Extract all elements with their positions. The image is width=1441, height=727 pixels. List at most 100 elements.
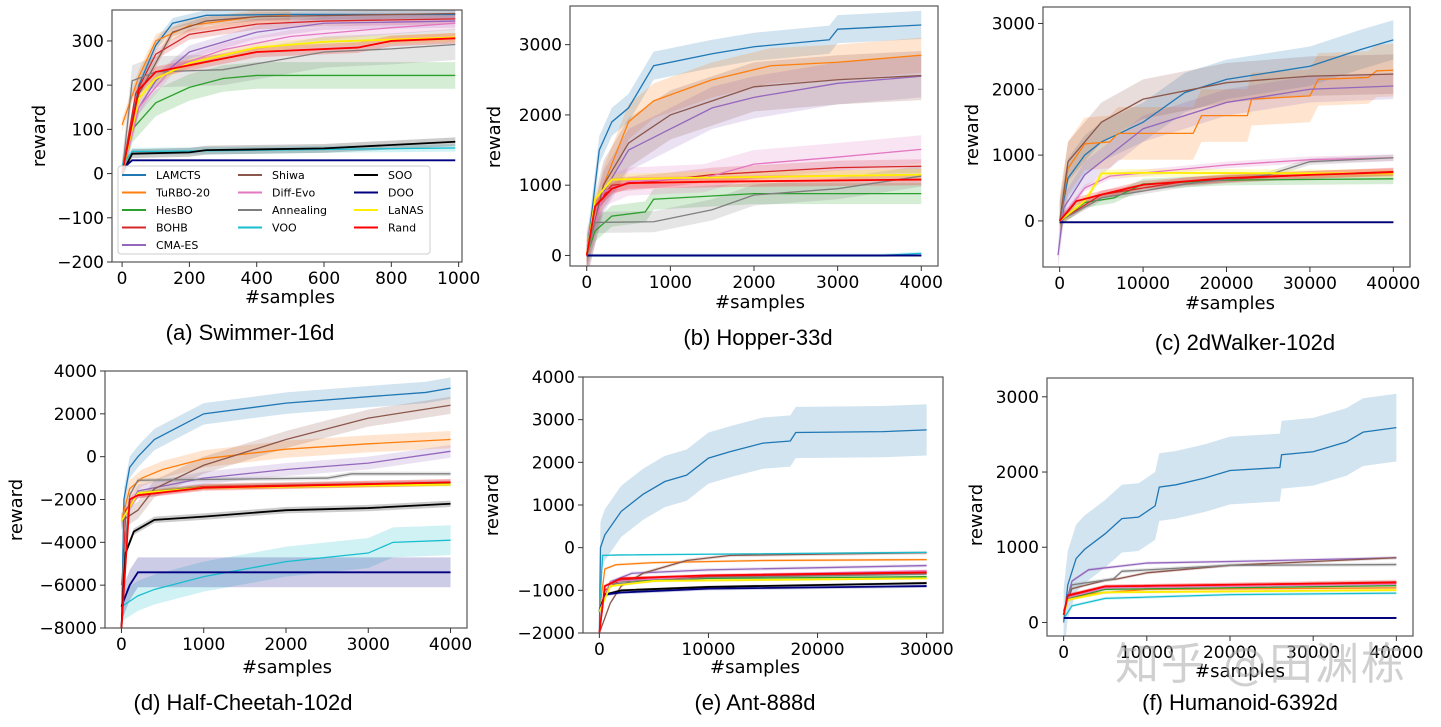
x-tick-label: 3000 [816, 273, 859, 293]
band-diff-evo [1059, 154, 1394, 225]
chart-title: (f) Humanoid-6392d [1142, 690, 1338, 715]
x-tick-label: 20000 [1203, 643, 1257, 663]
panel-walker: 0 10000 20000 30000 40000 0 1000 2000 3000 #sampl… [960, 0, 1441, 355]
x-tick-label: 1000 [437, 269, 480, 289]
series-line-diff-evo [121, 22, 456, 174]
x-tick-label: 10000 [1120, 643, 1174, 663]
y-tick-label: 4000 [532, 368, 575, 388]
series-line-rand [121, 37, 456, 174]
x-tick-label: 400 [240, 269, 272, 289]
series-line-voo [598, 551, 927, 612]
series-line-lanas [120, 483, 451, 522]
series-line-turbo-20 [598, 558, 927, 612]
series-line-lamcts [120, 387, 451, 628]
x-tick-label: 30000 [1283, 274, 1337, 294]
band-shiwa [586, 50, 922, 266]
y-tick-label: −8000 [39, 619, 97, 639]
band-lamcts [1063, 393, 1397, 636]
panel-humanoid: 0 10000 20000 30000 40000 0 1000 2000 3000 #sampl… [960, 355, 1441, 727]
x-tick-label: 40000 [1366, 274, 1420, 294]
plot-frame [111, 9, 463, 263]
legend-label-voo: VOO [272, 222, 297, 235]
y-tick-label: −100 [57, 209, 104, 229]
legend-box [117, 165, 431, 255]
panel-hopper: 0 1000 2000 3000 4000 0 1000 2000 3000 #samples re… [480, 0, 960, 355]
panel-ant: 0 10000 20000 30000 −2000 −1000 0 1000 2000 3000 4… [480, 355, 960, 727]
x-tick-label: 40000 [1369, 643, 1423, 663]
y-tick-label: 0 [93, 165, 104, 185]
legend: LAMCTS TuRBO-20 HesBO BOHB CMA-ES Shiwa Diff-E… [117, 165, 431, 255]
y-tick-label: −200 [57, 253, 104, 273]
y-tick-label: 1000 [532, 496, 575, 516]
band-diff-evo [122, 16, 456, 181]
y-tick-label: 0 [1028, 613, 1039, 633]
band-rand [586, 173, 922, 262]
band-hesbo [1059, 173, 1394, 227]
series-line-shiwa [598, 552, 927, 633]
legend-label-shiwa: Shiwa [272, 169, 305, 182]
y-tick-label: 0 [551, 246, 562, 266]
band-annealing [122, 29, 456, 190]
y-tick-label: 2000 [992, 80, 1035, 100]
plot-area [120, 377, 451, 628]
series-line-shiwa [1059, 73, 1394, 222]
x-axis-label: #samples [245, 287, 335, 308]
band-rand [599, 570, 927, 633]
y-tick-label: 0 [1024, 212, 1035, 232]
series-line-rand [598, 571, 927, 633]
series-line-lamcts [598, 429, 927, 633]
series-line-annealing [121, 43, 456, 174]
chart-ant: 0 10000 20000 30000 −2000 −1000 0 1000 2000 3000 4… [482, 368, 954, 715]
x-tick-label: 4000 [900, 273, 943, 293]
series-line-cma-es [1063, 557, 1397, 612]
band-soo [122, 137, 456, 178]
band-hesbo [1063, 584, 1397, 617]
x-axis-label: #samples [242, 657, 332, 678]
chart-title: (b) Hopper-33d [683, 325, 832, 350]
legend-label-diff-evo: Diff-Evo [272, 187, 316, 200]
band-lanas [1059, 168, 1394, 225]
plot-area [585, 10, 922, 266]
legend-label-annealing: Annealing [272, 204, 327, 217]
series-line-lamcts [586, 24, 922, 256]
series-line-diff-evo [1059, 157, 1394, 222]
x-tick-label: 30000 [1286, 643, 1340, 663]
x-tick-label: 0 [1054, 274, 1065, 294]
plot-area [121, 10, 456, 190]
y-tick-label: −2000 [39, 491, 97, 511]
x-tick-label: 1000 [182, 635, 225, 655]
x-tick-label: 200 [173, 269, 205, 289]
series-line-soo [121, 140, 456, 174]
legend-label-rand: Rand [388, 222, 416, 235]
x-tick-label: 3000 [347, 635, 390, 655]
series-line-rand [1058, 171, 1394, 222]
band-voo [1063, 591, 1397, 621]
band-cma-es [121, 444, 451, 528]
series-line-lanas [1059, 171, 1394, 222]
series-line-voo [1063, 592, 1397, 620]
band-cma-es [1058, 72, 1394, 267]
legend-label-cma-es: CMA-ES [156, 239, 198, 252]
chart-cheetah: 0 1000 2000 3000 4000 −8000 −6000 −4000 −2000 0 20… [6, 362, 472, 715]
y-tick-label: 3000 [996, 388, 1039, 408]
x-tick-label: 0 [1058, 643, 1069, 663]
legend-label-lamcts: LAMCTS [156, 169, 201, 182]
y-axis-label: reward [484, 106, 505, 168]
band-soo [599, 581, 927, 613]
series-line-rand [120, 481, 451, 628]
chart-title: (c) 2dWalker-102d [1155, 330, 1335, 355]
y-tick-label: 3000 [532, 411, 575, 431]
band-cma-es [586, 55, 922, 266]
y-axis-label: reward [29, 105, 50, 167]
x-tick-label: 1000 [649, 273, 692, 293]
chart-walker: 0 10000 20000 30000 40000 0 1000 2000 3000 #sampl… [962, 6, 1420, 355]
x-axis-label: #samples [710, 657, 800, 678]
y-tick-label: 4000 [54, 362, 97, 382]
legend-label-bohb: BOHB [156, 222, 188, 235]
x-tick-label: 0 [581, 273, 592, 293]
series-line-hesbo [586, 192, 922, 256]
x-tick-label: 2000 [264, 635, 307, 655]
band-doo [121, 557, 451, 622]
y-tick-label: 0 [564, 539, 575, 559]
legend-label-hesbo: HesBO [156, 204, 193, 217]
